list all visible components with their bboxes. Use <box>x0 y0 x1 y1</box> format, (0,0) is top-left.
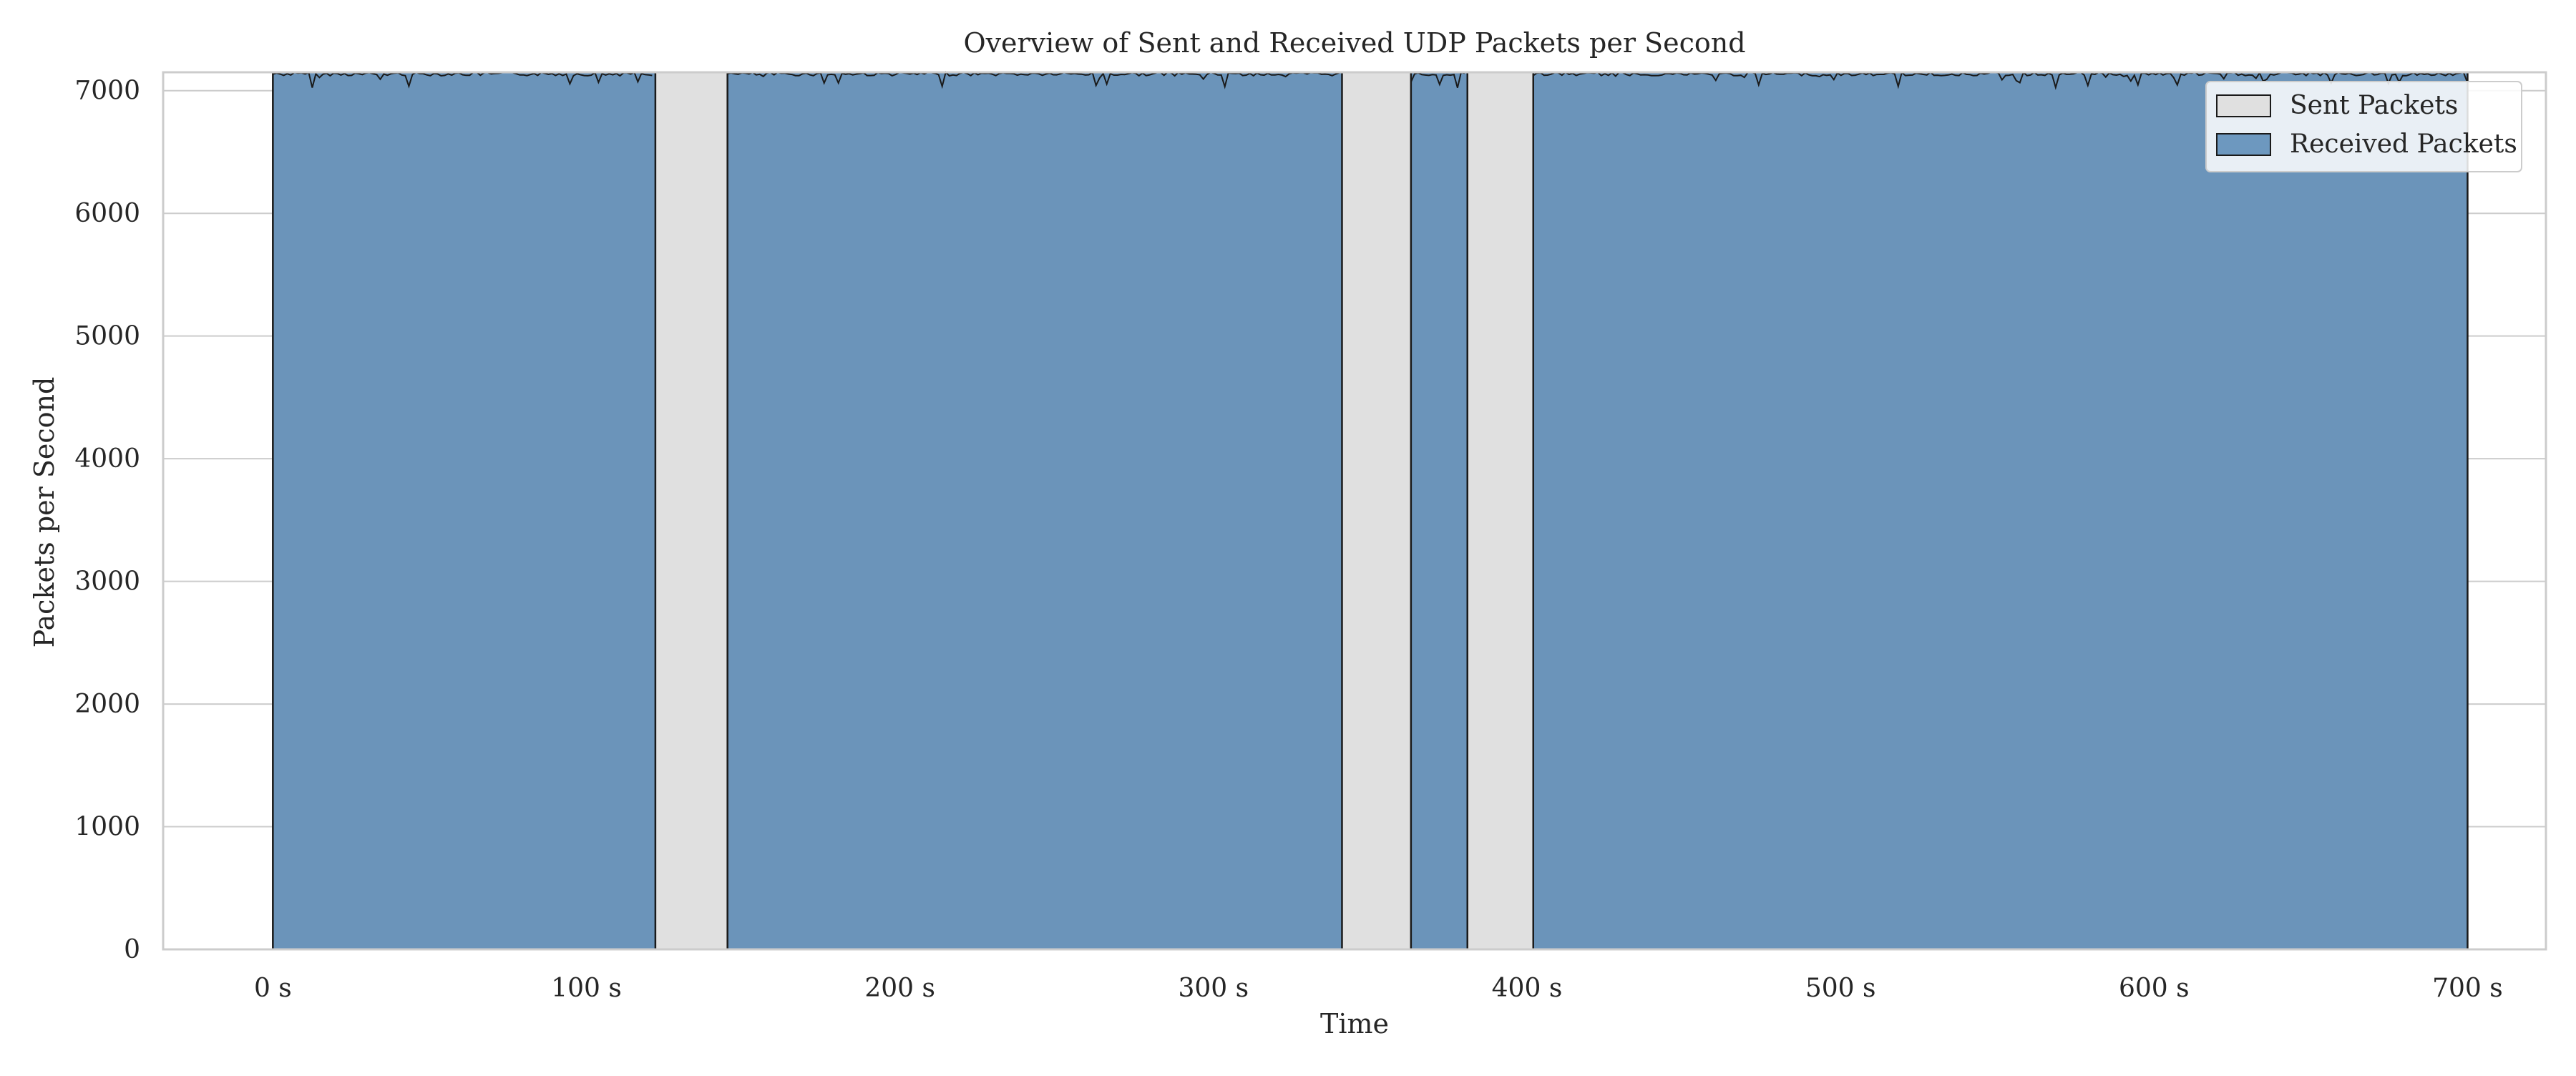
chart-title: Overview of Sent and Received UDP Packet… <box>963 27 1745 59</box>
y-tick-label: 4000 <box>74 444 140 474</box>
x-tick-label: 200 s <box>864 974 935 1003</box>
area-layer <box>272 71 2469 951</box>
x-tick-label: 300 s <box>1179 974 1249 1003</box>
tick-layer: 0 s 100 s 200 s 300 s 400 s 500 s 600 s 700 s 0 1… <box>74 77 2502 1003</box>
y-tick-label: 5000 <box>74 322 140 351</box>
x-tick-label: 0 s <box>254 974 292 1003</box>
y-tick-label: 2000 <box>74 690 140 719</box>
legend-label-received: Received Packets <box>2290 129 2517 159</box>
legend-label-sent: Sent Packets <box>2290 91 2458 120</box>
received-packets-line <box>273 71 653 89</box>
spine-layer <box>162 71 2547 951</box>
received-packets-area <box>1410 71 1468 951</box>
y-tick-label: 6000 <box>74 199 140 228</box>
plot-frame <box>162 71 2547 951</box>
legend: Sent Packets Received Packets <box>2205 81 2522 172</box>
x-axis-label: Time <box>1320 1008 1389 1040</box>
received-packets-area <box>726 71 1343 951</box>
x-tick-label: 400 s <box>1492 974 1563 1003</box>
y-tick-label: 3000 <box>74 567 140 597</box>
legend-frame <box>2205 81 2522 172</box>
y-tick-label: 7000 <box>74 77 140 106</box>
x-tick-label: 600 s <box>2119 974 2190 1003</box>
x-tick-label: 500 s <box>1805 974 1876 1003</box>
y-tick-label: 0 <box>124 935 140 964</box>
received-packets-area <box>272 71 657 951</box>
legend-swatch-sent <box>2216 94 2271 117</box>
received-packets-line <box>1410 72 1465 88</box>
y-tick-label: 1000 <box>74 813 140 842</box>
y-axis-label: Packets per Second <box>29 377 60 648</box>
legend-swatch-received <box>2216 133 2271 156</box>
x-tick-label: 700 s <box>2432 974 2503 1003</box>
received-packets-area <box>1532 71 2469 951</box>
x-tick-label: 100 s <box>551 974 622 1003</box>
